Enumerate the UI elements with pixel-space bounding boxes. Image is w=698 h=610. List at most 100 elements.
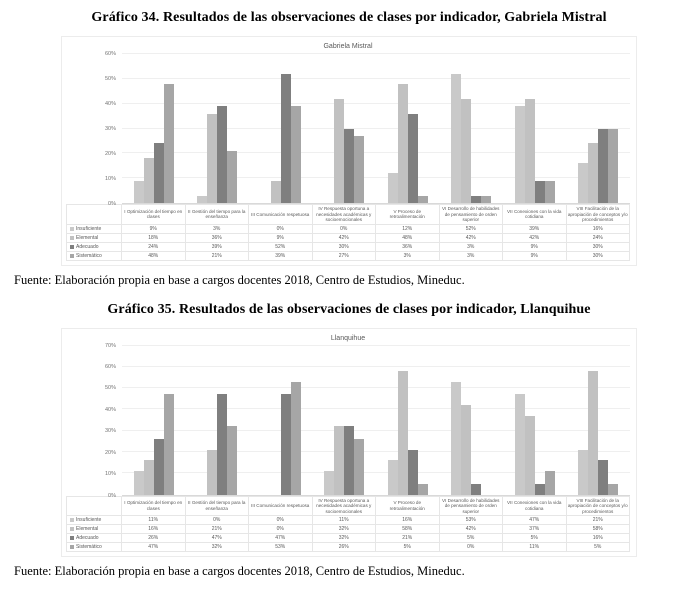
value-cell: 26% (312, 543, 376, 552)
category-header: VII Conexiones con la vida cotidiana (503, 495, 567, 516)
bar-insuficiente (514, 106, 525, 203)
gridline (122, 450, 630, 452)
y-axis-tick-label: 10% (104, 471, 116, 478)
value-cell: 52% (439, 224, 503, 234)
value-cell: 11% (312, 516, 376, 525)
chart-data-table: I Optimización del tiempo en clases II Ge… (66, 204, 630, 261)
legend-key-icon (70, 235, 74, 240)
bar-insuficiente (133, 180, 144, 203)
bar-adecuado (471, 483, 482, 495)
bar-group (440, 346, 504, 495)
gridline (122, 127, 630, 129)
bar-elemental (143, 460, 154, 495)
value-cell: 24% (566, 233, 630, 243)
series-name: Adecuado (76, 243, 99, 250)
category-header: IV Respuesta oportuna a necesidades acad… (312, 495, 376, 516)
bar-group (186, 54, 250, 203)
series-name: Sistemático (76, 544, 102, 550)
bar-insuficiente (387, 460, 398, 495)
bar-group (440, 54, 504, 203)
value-cell: 21% (376, 534, 440, 543)
bar-sistemático (608, 128, 619, 203)
value-cell: 18% (122, 233, 186, 243)
value-cell: 16% (566, 534, 630, 543)
value-cell: 47% (503, 516, 567, 525)
bar-insuficiente (578, 163, 589, 203)
bar-group (567, 346, 631, 495)
value-cell: 3% (376, 251, 440, 261)
y-axis-tick-label: 60% (104, 51, 116, 57)
bar-sistemático (354, 439, 365, 495)
category-header: VIII Facilitación de la apropiación de c… (566, 204, 630, 225)
bar-elemental (588, 371, 599, 495)
value-cell: 32% (312, 534, 376, 543)
value-cell: 58% (376, 525, 440, 534)
gridline (122, 102, 630, 104)
bar-group (313, 346, 377, 495)
bar-group (503, 346, 567, 495)
bar-sistemático (227, 426, 238, 495)
chart-title: Gabriela Mistral (323, 43, 373, 50)
bar-adecuado (407, 113, 418, 203)
series-row-label: Insuficiente (66, 224, 122, 234)
bar-sistemático (163, 83, 174, 203)
bar-group (122, 346, 186, 495)
series-name: Elemental (76, 526, 99, 532)
gridline (122, 387, 630, 389)
value-cell: 0% (312, 224, 376, 234)
y-axis-tick-label: 10% (104, 176, 116, 182)
series-row-label: Adecuado (66, 534, 122, 543)
category-header: IV Respuesta oportuna a necesidades acad… (312, 204, 376, 225)
value-cell: 0% (185, 516, 249, 525)
value-cell: 42% (503, 233, 567, 243)
bar-elemental (397, 371, 408, 495)
value-cell: 27% (312, 251, 376, 261)
value-cell: 3% (439, 251, 503, 261)
bar-adecuado (217, 106, 228, 203)
value-cell: 53% (439, 516, 503, 525)
bar-insuficiente (578, 449, 589, 495)
bar-group (249, 346, 313, 495)
plot-background (122, 344, 631, 496)
bar-elemental (270, 180, 281, 203)
legend-key-icon (70, 527, 74, 531)
category-header: VIII Facilitación de la apropiación de c… (566, 495, 630, 516)
value-cell: 26% (122, 534, 186, 543)
grafico-35-title: Gráfico 35. Resultados de las observacio… (107, 301, 591, 317)
value-cell: 30% (566, 251, 630, 261)
gridline (122, 429, 630, 431)
category-header: VII Conexiones con la vida cotidiana (503, 204, 567, 225)
bar-group (567, 54, 631, 203)
series-name: Insuficiente (76, 225, 102, 232)
y-axis-tick-label: 30% (104, 428, 116, 435)
bar-elemental (524, 98, 535, 203)
series-row-label: Adecuado (66, 242, 122, 252)
fuente-note-1: Fuente: Elaboración propia en base a car… (14, 272, 465, 287)
bar-adecuado (407, 449, 418, 495)
grafico-35-chart: Llanquihue 0% 10% 20% 30% 40% 50% 60% 70% I Optim… (61, 327, 637, 557)
value-cell: 0% (249, 516, 313, 525)
gridline (122, 408, 630, 410)
bar-insuficiente (387, 173, 398, 203)
bar-elemental (461, 98, 472, 203)
value-cell: 39% (249, 251, 313, 261)
gridline (122, 344, 630, 346)
bar-insuficiente (197, 195, 208, 203)
legend-key-icon (70, 545, 74, 549)
y-axis: 0% 10% 20% 30% 40% 50% 60% 70% (66, 343, 122, 499)
value-cell: 48% (376, 233, 440, 243)
value-cell: 36% (185, 233, 249, 243)
y-axis-tick-label: 20% (104, 449, 116, 456)
bar-sistemático (417, 483, 428, 495)
value-cell: 37% (503, 525, 567, 534)
series-row-label: Elemental (66, 525, 122, 534)
y-axis-tick-label: 40% (104, 406, 116, 413)
value-cell: 11% (122, 516, 186, 525)
series-name: Adecuado (76, 535, 99, 541)
bar-insuficiente (451, 73, 462, 203)
y-axis-tick-label: 40% (104, 101, 116, 107)
bar-sistemático (227, 150, 238, 203)
value-cell: 5% (439, 534, 503, 543)
legend-key-icon (70, 536, 74, 540)
value-cell: 16% (566, 224, 630, 234)
